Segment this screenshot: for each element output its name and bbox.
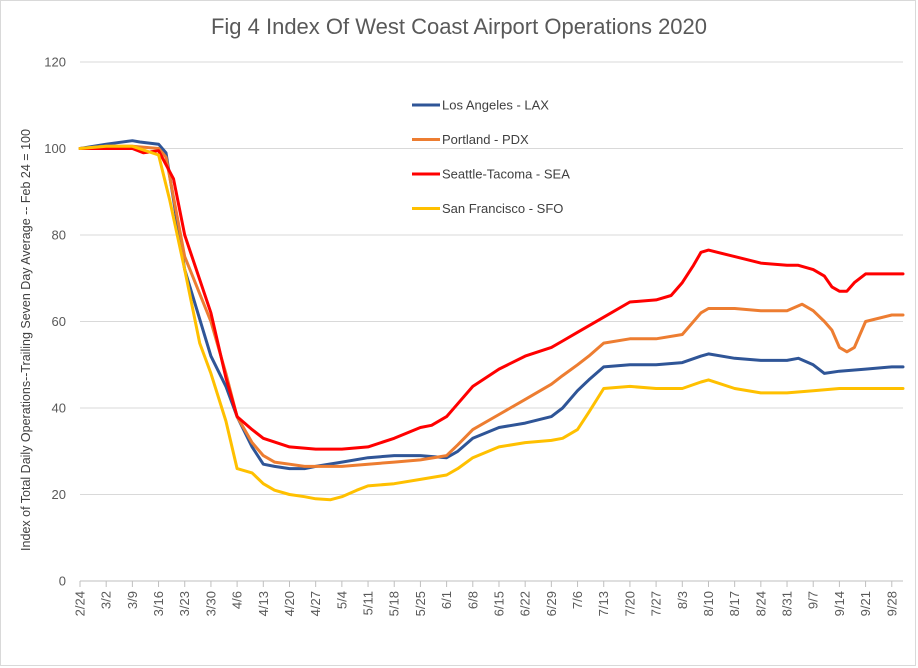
y-tick-label: 100 <box>44 141 66 156</box>
series-line-2 <box>78 147 905 451</box>
x-tick-label: 3/16 <box>151 591 166 616</box>
x-tick-label: 6/1 <box>439 591 454 609</box>
series-line-3 <box>78 144 905 502</box>
x-tick-label: 9/21 <box>858 591 873 616</box>
x-tick-label: 5/4 <box>334 591 349 609</box>
x-tick-label: 6/15 <box>491 591 506 616</box>
legend-label: Portland - PDX <box>442 132 529 147</box>
x-tick-label: 5/11 <box>361 591 376 615</box>
x-tick-label: 9/28 <box>884 591 899 616</box>
x-tick-label: 4/27 <box>308 591 323 616</box>
x-tick-label: 7/27 <box>649 591 664 616</box>
legend-label: San Francisco - SFO <box>442 201 563 216</box>
y-axis-ticks: 0 20 40 60 80 100 120 <box>44 55 66 589</box>
x-tick-label: 8/24 <box>753 591 768 616</box>
x-axis: 2/24 3/2 3/9 3/16 3/23 3/30 4/6 4/13 4/20 4/27 5/4… <box>73 580 903 616</box>
y-axis-label: Index of Total Daily Operations--Trailin… <box>19 129 33 551</box>
gridlines <box>80 61 903 495</box>
y-tick-label: 40 <box>52 401 66 416</box>
x-tick-label: 2/24 <box>73 591 88 616</box>
y-tick-label: 120 <box>44 55 66 70</box>
x-tick-label: 3/2 <box>99 591 114 609</box>
x-tick-label: 8/17 <box>727 591 742 616</box>
x-tick-label: 5/25 <box>413 591 428 616</box>
x-tick-label: 7/13 <box>596 591 611 616</box>
x-tick-label: 8/10 <box>701 591 716 616</box>
x-tick-label: 4/20 <box>282 591 297 616</box>
x-tick-label: 6/8 <box>465 591 480 609</box>
x-tick-label: 7/6 <box>570 591 585 609</box>
x-tick-label: 3/9 <box>125 591 140 609</box>
series-line-0 <box>78 139 905 471</box>
x-tick-label: 4/6 <box>230 591 245 609</box>
chart-title: Fig 4 Index Of West Coast Airport Operat… <box>210 14 708 39</box>
x-tick-label: 9/14 <box>832 591 847 616</box>
y-tick-label: 80 <box>52 228 66 243</box>
x-tick-label: 7/20 <box>622 591 637 616</box>
series-line-1 <box>78 144 905 468</box>
legend: Los Angeles - LAX Portland - PDX Seattle-T… <box>412 98 570 216</box>
x-tick-label: 3/30 <box>203 591 218 616</box>
y-tick-label: 60 <box>52 314 66 329</box>
x-tick-label: 5/18 <box>387 591 402 616</box>
x-tick-label: 4/13 <box>256 591 271 616</box>
x-tick-label: 3/23 <box>177 591 192 616</box>
x-tick-label: 8/3 <box>675 591 690 609</box>
x-tick-label: 9/7 <box>806 591 821 609</box>
legend-label: Seattle-Tacoma - SEA <box>442 167 570 182</box>
y-tick-label: 20 <box>52 487 66 502</box>
legend-label: Los Angeles - LAX <box>442 98 549 113</box>
x-tick-label: 6/29 <box>544 591 559 616</box>
x-tick-label: 6/22 <box>518 591 533 616</box>
y-tick-label: 0 <box>59 574 66 589</box>
x-tick-label: 8/31 <box>780 591 795 616</box>
series-lines <box>78 139 905 502</box>
